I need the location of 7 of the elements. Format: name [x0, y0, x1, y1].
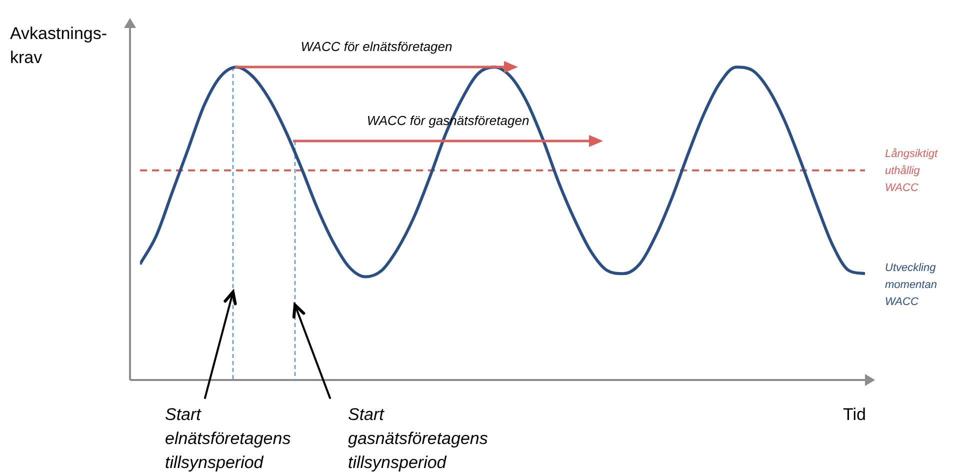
text: Start gasnätsföretagens tillsynsperiod [348, 404, 489, 474]
text: WACC för elnätsföretagen [300, 39, 454, 54]
ref-line-label: Långsiktigt uthållig WACC [885, 147, 939, 196]
text: Utveckling momentan WACC [885, 260, 938, 310]
y-axis-title: Avkastnings-krav [10, 23, 108, 69]
text: Start elnätsföretagens tillsynsperiod [165, 404, 292, 474]
x-axis-title: Tid [843, 405, 866, 425]
